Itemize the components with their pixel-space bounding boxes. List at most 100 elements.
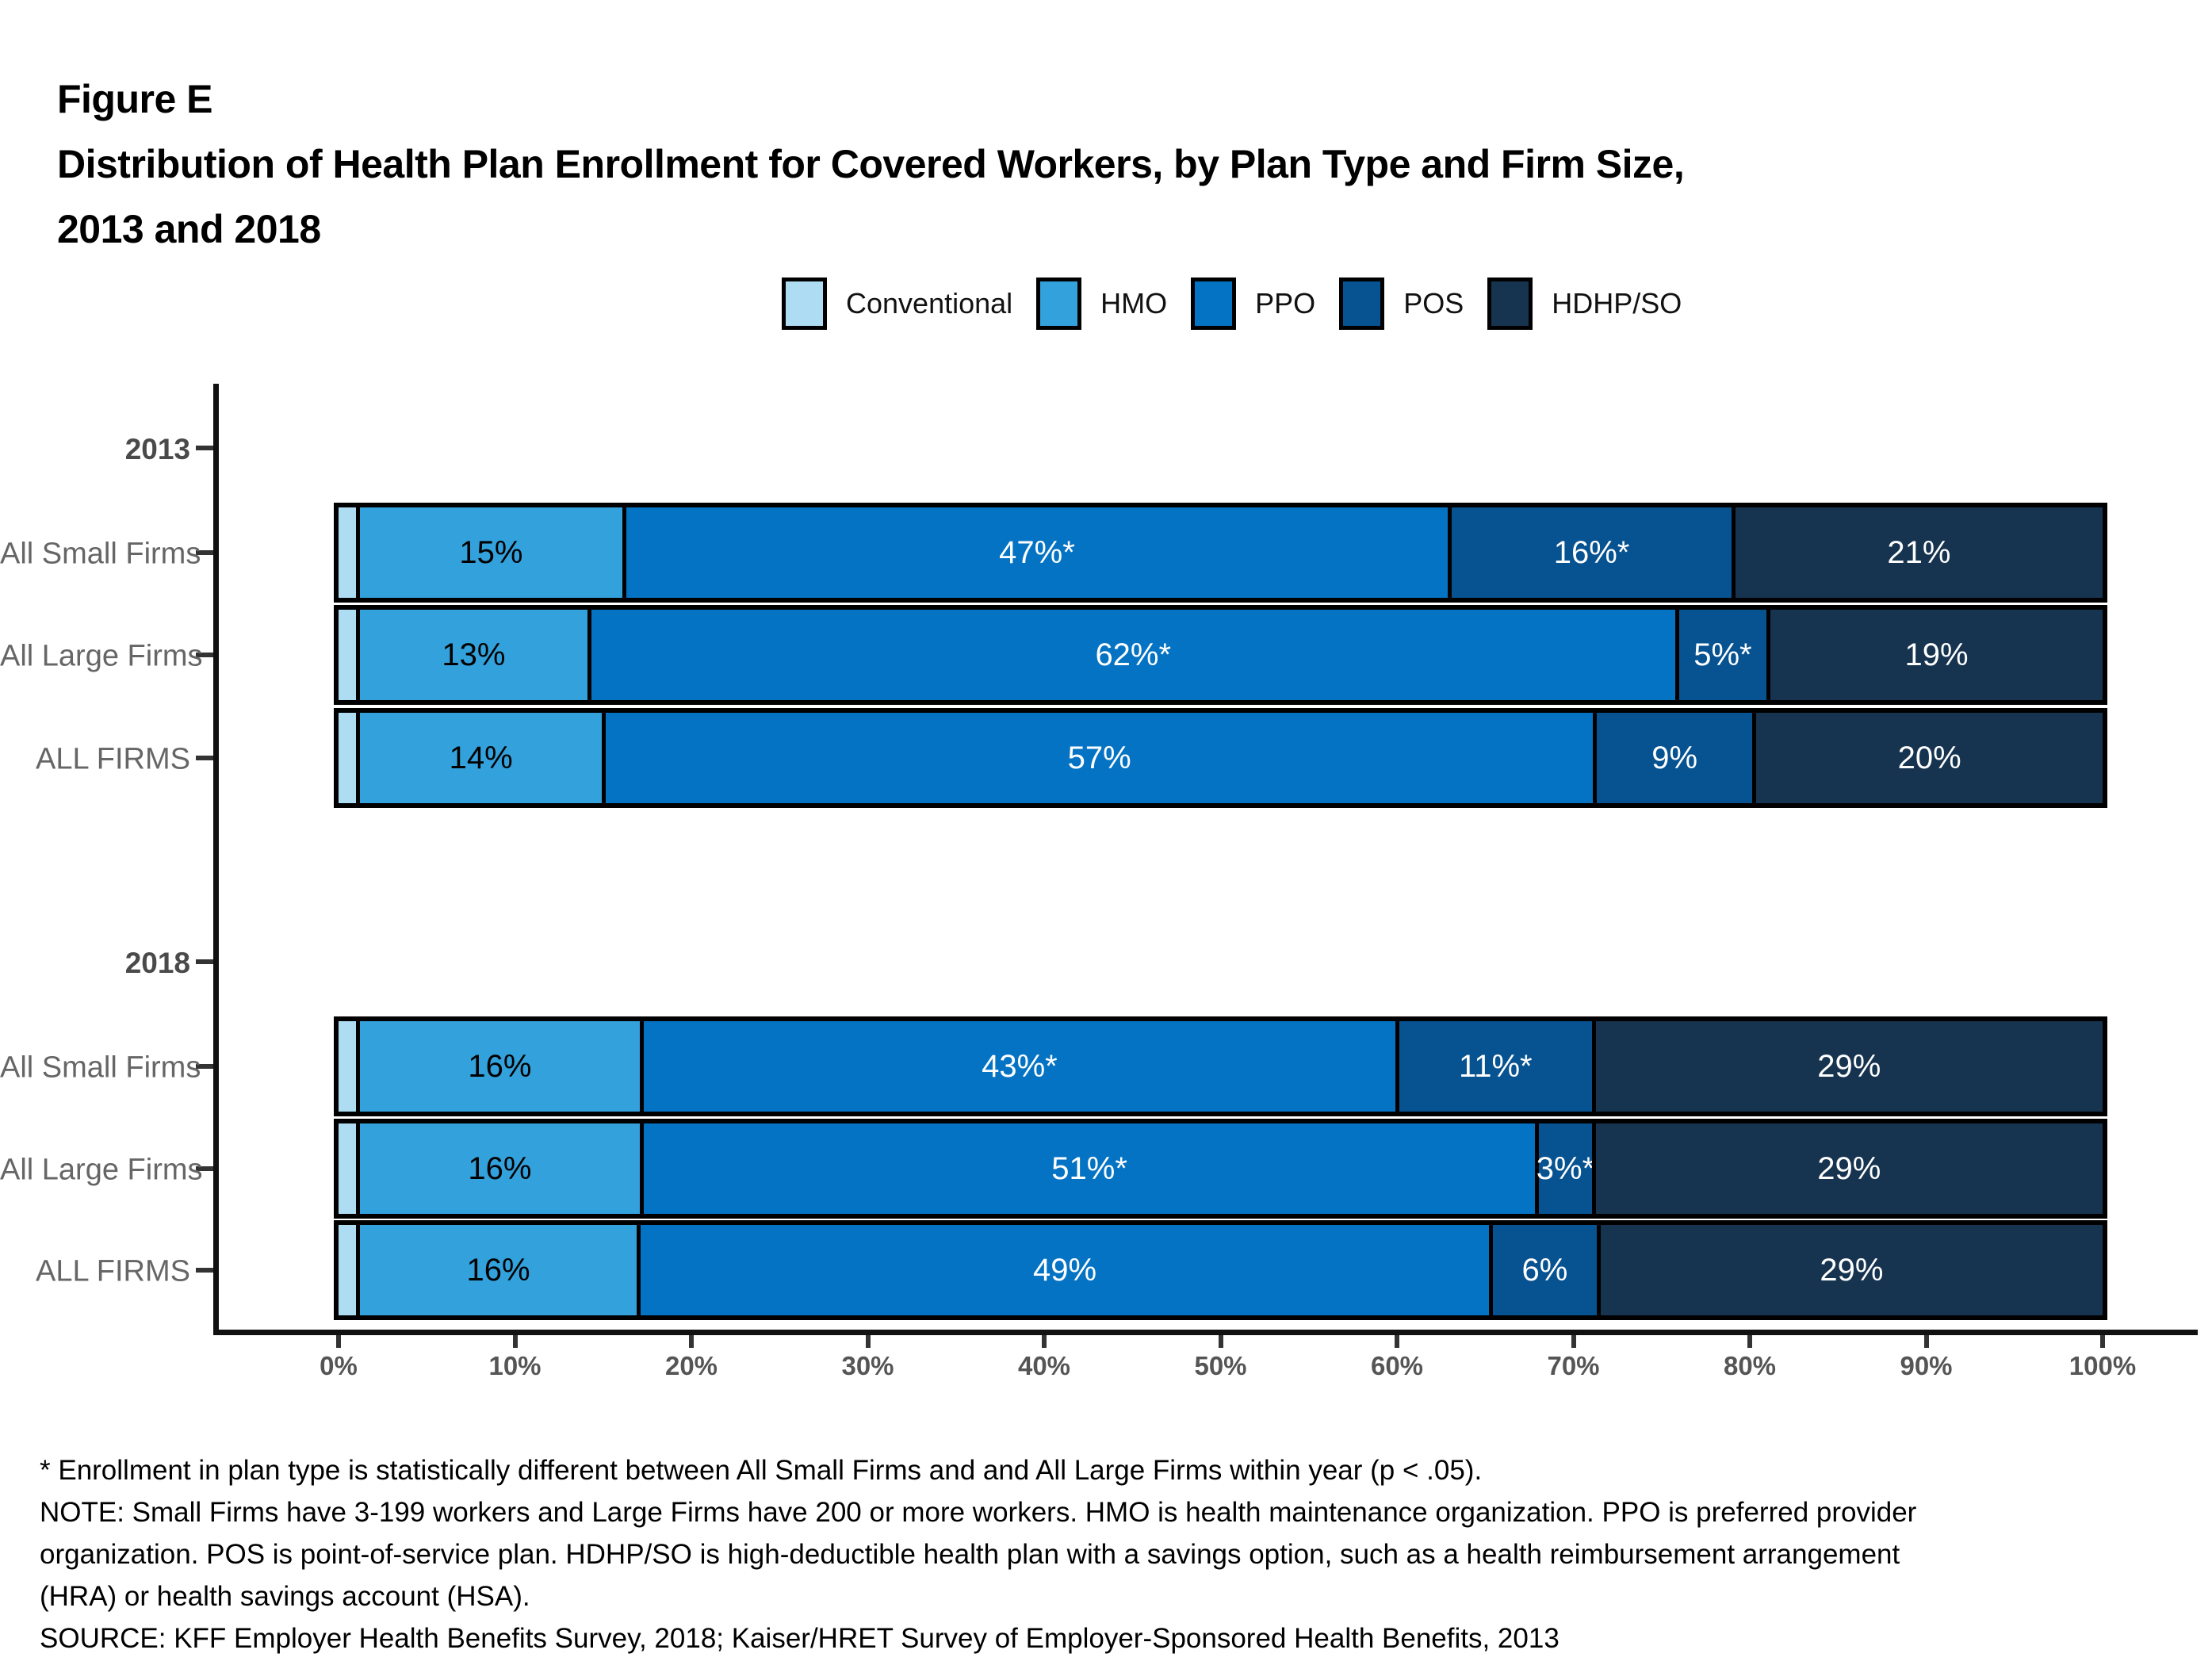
footnote-note-line-3: (HRA) or health savings account (HSA).: [40, 1581, 530, 1612]
x-tick: [865, 1335, 871, 1348]
x-tick: [336, 1335, 341, 1348]
y-tick: [196, 550, 213, 555]
footnote-source: SOURCE: KFF Employer Health Benefits Sur…: [40, 1623, 1559, 1654]
segment-value-label: 16%: [468, 1150, 532, 1186]
x-tick-label: 60%: [1370, 1351, 1424, 1380]
segment-value-label: 5%*: [1693, 637, 1752, 672]
x-axis-line: [213, 1330, 2198, 1335]
row-label-2018-all-small-firms: All Small Firms: [0, 1051, 201, 1085]
x-tick-label: 100%: [2068, 1351, 2137, 1380]
x-tick: [1395, 1335, 1399, 1348]
bar-segment-hdhp-so: 29%: [1596, 1225, 2103, 1315]
bar-segment-ppo: 49%: [637, 1225, 1489, 1315]
y-tick: [196, 1268, 213, 1273]
legend-item-hdhp-so: HDHP/SO: [1487, 278, 1682, 330]
row-label-2018-all-large-firms: All Large Firms: [0, 1153, 203, 1187]
bar-segment-ppo: 62%*: [587, 610, 1675, 700]
bar-segment-hmo: 16%: [356, 1123, 640, 1214]
group-label-2018: 2018: [124, 947, 190, 979]
y-tick: [196, 653, 213, 657]
segment-value-label: 16%*: [1553, 534, 1630, 570]
group-label-2013: 2013: [124, 433, 190, 465]
bar-segment-conventional: [339, 1021, 357, 1112]
legend: Conventional HMO PPO POS HDHP/SO: [782, 278, 1682, 330]
title-block: Figure E Distribution of Health Plan Enr…: [57, 67, 1685, 262]
y-tick: [196, 756, 213, 760]
x-tick-label: 0%: [320, 1351, 358, 1380]
x-tick-label: 20%: [664, 1351, 718, 1380]
bar-2013-all-firms: 14% 57% 9% 20%: [334, 708, 2107, 808]
figure-title: Distribution of Health Plan Enrollment f…: [57, 142, 1685, 186]
bar-segment-ppo: 47%*: [622, 507, 1449, 598]
x-tick-label: 10%: [488, 1351, 542, 1380]
bar-2018-all-small-firms: 16% 43%* 11%* 29%: [334, 1016, 2107, 1116]
segment-value-label: 16%: [468, 1048, 532, 1084]
bar-segment-pos: 16%*: [1448, 507, 1732, 598]
segment-value-label: 19%: [1904, 637, 1969, 672]
legend-item-conventional: Conventional: [782, 278, 1012, 330]
bar-segment-hmo: 13%: [356, 610, 587, 700]
x-tick: [689, 1335, 694, 1348]
row-label-2013-all-large-firms: All Large Firms: [0, 639, 203, 673]
segment-value-label: 16%: [466, 1252, 530, 1288]
footnotes: * Enrollment in plan type is statistical…: [40, 1449, 2188, 1659]
segment-value-label: 62%*: [1095, 637, 1172, 672]
y-tick: [196, 1064, 213, 1069]
bar-segment-ppo: 43%*: [639, 1021, 1395, 1112]
bar-2013-all-large-firms: 13% 62%* 5%* 19%: [334, 605, 2107, 705]
segment-value-label: 29%: [1820, 1252, 1884, 1288]
y-tick: [196, 1166, 213, 1171]
segment-value-label: 6%: [1521, 1252, 1568, 1288]
legend-label-hmo: HMO: [1100, 287, 1168, 320]
x-axis-ticks: [336, 1335, 2105, 1348]
bar-segment-pos: 3%*: [1535, 1123, 1595, 1214]
bar-segment-pos: 9%: [1592, 713, 1753, 803]
legend-label-pos: POS: [1403, 287, 1464, 320]
segment-value-label: 9%: [1651, 740, 1698, 775]
bar-segment-conventional: [339, 610, 357, 700]
y-tick: [196, 446, 213, 450]
bar-segment-pos: 5%*: [1674, 610, 1767, 700]
row-label-2013-all-firms: ALL FIRMS: [36, 742, 190, 776]
legend-item-pos: POS: [1339, 278, 1464, 330]
bar-segment-hdhp-so: 29%: [1591, 1123, 2103, 1214]
legend-swatch-pos: [1339, 278, 1385, 330]
legend-swatch-hdhp-so: [1487, 278, 1533, 330]
legend-label-conventional: Conventional: [846, 287, 1013, 320]
bar-2018-all-firms: 16% 49% 6% 29%: [334, 1220, 2107, 1320]
y-tick: [196, 959, 213, 964]
x-axis-tick-labels: 0% 10% 20% 30% 40% 50% 60% 70% 80% 90% 1…: [320, 1351, 2136, 1391]
x-tick-label: 90%: [1900, 1351, 1953, 1380]
bar-segment-ppo: 57%: [602, 713, 1593, 803]
legend-swatch-conventional: [782, 278, 827, 330]
segment-value-label: 29%: [1817, 1048, 1881, 1084]
bar-segment-conventional: [339, 1123, 357, 1214]
x-tick: [1218, 1335, 1223, 1348]
bar-segment-conventional: [339, 1225, 356, 1315]
bar-2013-all-small-firms: 15% 47%* 16%* 21%: [334, 503, 2107, 603]
x-tick: [1042, 1335, 1047, 1348]
bar-segment-hdhp-so: 19%: [1766, 610, 2103, 700]
legend-item-ppo: PPO: [1191, 278, 1315, 330]
segment-value-label: 13%: [442, 637, 506, 672]
x-tick-label: 70%: [1547, 1351, 1600, 1380]
legend-swatch-ppo: [1191, 278, 1237, 330]
x-tick-label: 30%: [841, 1351, 894, 1380]
footnote-note-line-1: NOTE: Small Firms have 3-199 workers and…: [40, 1497, 1917, 1528]
bar-segment-hmo: 16%: [356, 1021, 640, 1112]
x-tick-label: 80%: [1723, 1351, 1777, 1380]
segment-value-label: 3%*: [1536, 1150, 1595, 1186]
figure-label: Figure E: [57, 77, 213, 121]
x-tick-label: 40%: [1017, 1351, 1071, 1380]
row-label-2018-all-firms: ALL FIRMS: [36, 1254, 190, 1288]
x-tick: [1747, 1335, 1752, 1348]
bar-segment-hdhp-so: 20%: [1752, 713, 2103, 803]
bar-segment-ppo: 51%*: [639, 1123, 1536, 1214]
bar-segment-pos: 6%: [1488, 1225, 1597, 1315]
segment-value-label: 57%: [1067, 740, 1131, 775]
legend-item-hmo: HMO: [1036, 278, 1167, 330]
segment-value-label: 47%*: [999, 534, 1075, 570]
segment-value-label: 11%*: [1458, 1048, 1533, 1084]
x-tick: [2100, 1335, 2105, 1348]
